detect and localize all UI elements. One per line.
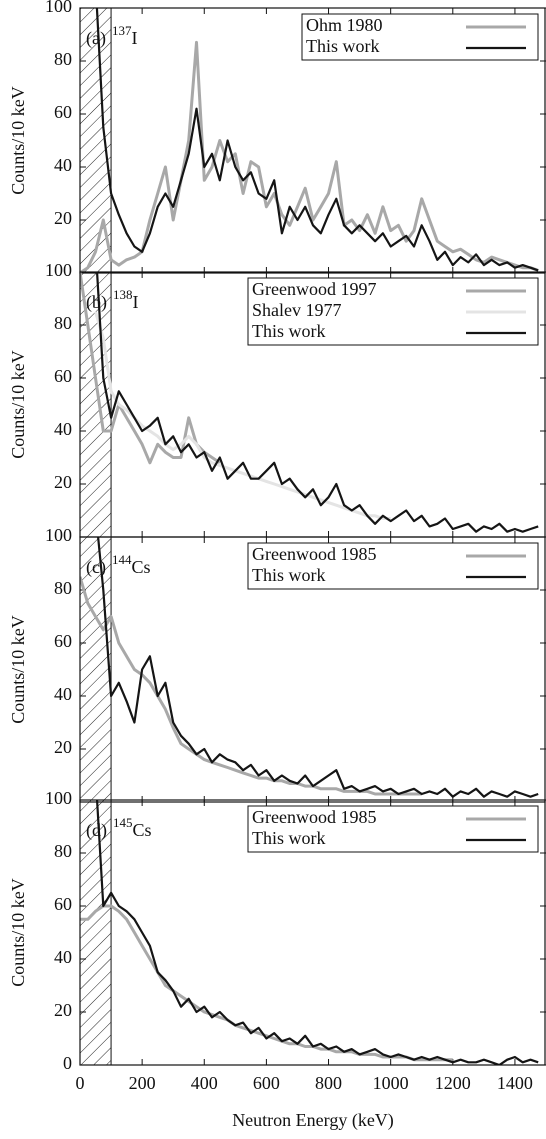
y-tick-label: 40: [54, 155, 72, 175]
element: Cs: [131, 557, 150, 577]
legend-label: This work: [252, 828, 326, 848]
y-tick-label: 100: [45, 0, 72, 16]
panel-letter: (c): [86, 557, 106, 578]
plot-frame: [79, 7, 546, 274]
y-axis-label: Counts/10 keV: [8, 615, 28, 724]
legend-box: [247, 805, 539, 853]
panel-letter: (a): [86, 28, 106, 49]
y-tick-label: 0: [63, 1053, 72, 1073]
plot-lines: [80, 800, 539, 1065]
x-tick-label: 800: [315, 1073, 342, 1093]
mass-number: 144: [112, 552, 132, 567]
panel-letter: (d): [86, 820, 107, 841]
y-tick-label: 100: [45, 788, 72, 808]
x-tick-label: 1000: [373, 1073, 409, 1093]
legend-label: Greenwood 1985: [252, 544, 376, 564]
y-tick-label: 40: [54, 684, 72, 704]
y-tick-label: 100: [45, 260, 72, 280]
x-tick-label: 200: [129, 1073, 156, 1093]
legend-label: Greenwood 1997: [252, 279, 376, 299]
y-tick-label: 80: [54, 578, 72, 598]
mass-number: 145: [113, 815, 133, 830]
panel-label: (b) 138I: [86, 287, 139, 313]
x-tick-label: 400: [191, 1073, 218, 1093]
mass-number: 138: [113, 287, 133, 302]
y-tick-label: 20: [54, 737, 72, 757]
y-tick-label: 100: [45, 525, 72, 545]
legend-label: Shalev 1977: [252, 300, 342, 320]
series-line: [94, 311, 391, 520]
x-tick-label: 600: [253, 1073, 280, 1093]
legend-label: This work: [252, 321, 326, 341]
y-tick-label: 60: [54, 366, 72, 386]
y-tick-label: 40: [54, 419, 72, 439]
y-tick-label: 40: [54, 947, 72, 967]
element: I: [131, 28, 137, 48]
y-tick-label: 80: [54, 841, 72, 861]
element: I: [133, 292, 139, 312]
legend-box: [301, 13, 539, 61]
series-line: [95, 8, 539, 272]
y-tick-label: 20: [54, 208, 72, 228]
plot-frame: [79, 536, 546, 803]
y-tick-label: 80: [54, 313, 72, 333]
legend-label: This work: [306, 36, 380, 56]
series-line: [80, 576, 422, 796]
y-tick-label: 60: [54, 631, 72, 651]
legend-label: Ohm 1980: [306, 15, 383, 35]
mass-number: 137: [112, 23, 132, 38]
y-tick-label: 80: [54, 49, 72, 69]
y-axis-label: Counts/10 keV: [8, 86, 28, 195]
plot-lines: [80, 272, 539, 533]
series-line: [80, 40, 539, 273]
panel-label: (d) 145Cs: [86, 815, 152, 841]
legend-box: [247, 542, 539, 590]
plot-frame: [79, 799, 546, 1066]
y-tick-label: 20: [54, 1000, 72, 1020]
series-line: [95, 272, 539, 533]
y-tick-label: 60: [54, 894, 72, 914]
x-tick-label: 1400: [497, 1073, 533, 1093]
series-line: [96, 537, 539, 798]
y-tick-label: 20: [54, 472, 72, 492]
plot-lines: [80, 8, 539, 273]
series-line: [95, 800, 539, 1065]
x-axis-label: Neutron Energy (keV): [232, 1110, 394, 1131]
legend-label: Greenwood 1985: [252, 807, 376, 827]
panel-letter: (b): [86, 292, 107, 313]
plot-lines: [80, 537, 539, 798]
element: Cs: [133, 820, 152, 840]
y-axis-label: Counts/10 keV: [8, 350, 28, 459]
legend-label: This work: [252, 565, 326, 585]
y-axis-label: Counts/10 keV: [8, 878, 28, 987]
x-tick-label: 0: [76, 1073, 85, 1093]
panel-label: (c) 144Cs: [86, 552, 151, 578]
x-tick-label: 1200: [435, 1073, 471, 1093]
y-tick-label: 60: [54, 102, 72, 122]
panel-label: (a) 137I: [86, 23, 137, 49]
